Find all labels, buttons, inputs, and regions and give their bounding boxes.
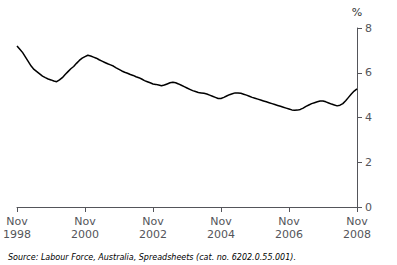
svg-text:2: 2 <box>365 156 372 169</box>
svg-text:Nov: Nov <box>278 215 300 228</box>
svg-text:Nov: Nov <box>346 215 368 228</box>
svg-text:8: 8 <box>365 22 372 35</box>
svg-text:Nov: Nov <box>142 215 164 228</box>
svg-text:Nov: Nov <box>6 215 28 228</box>
svg-text:4: 4 <box>365 111 372 124</box>
svg-text:2004: 2004 <box>207 228 235 241</box>
svg-text:2006: 2006 <box>275 228 303 241</box>
svg-text:Nov: Nov <box>74 215 96 228</box>
svg-text:%: % <box>352 6 362 19</box>
svg-text:2008: 2008 <box>343 228 371 241</box>
svg-text:Nov: Nov <box>210 215 232 228</box>
svg-text:6: 6 <box>365 66 372 79</box>
svg-text:Source: Labour Force, Australi: Source: Labour Force, Australia, Spreads… <box>8 253 296 262</box>
svg-text:0: 0 <box>365 201 372 214</box>
svg-text:2002: 2002 <box>139 228 167 241</box>
svg-text:2000: 2000 <box>71 228 99 241</box>
svg-text:1998: 1998 <box>3 228 31 241</box>
